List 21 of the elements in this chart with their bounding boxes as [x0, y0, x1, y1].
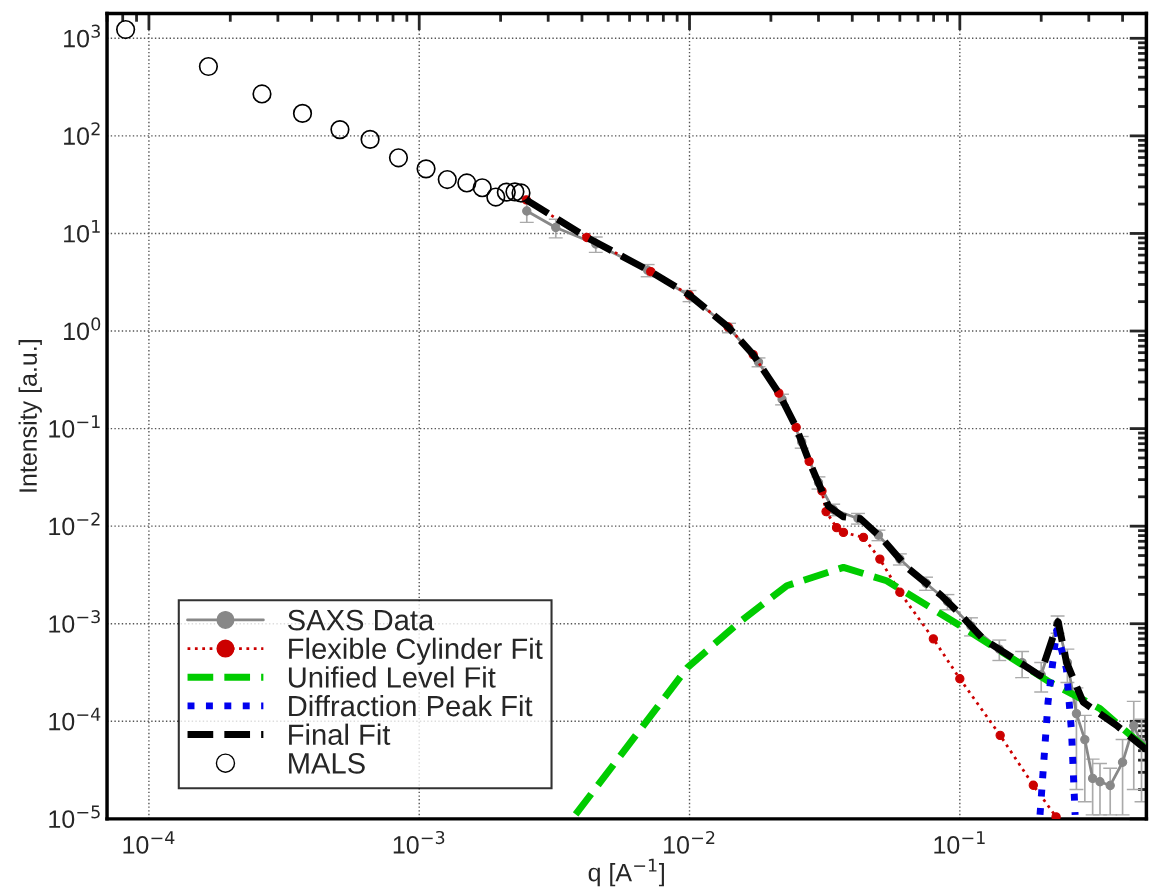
y-axis-title: Intensity [a.u.] [18, 340, 42, 492]
x-tick-label: 10$^{−2}$ [664, 830, 715, 854]
legend-label: MALS [289, 753, 365, 774]
y-tick-label: 10$^{−5}$ [49, 805, 100, 829]
legend-label: SAXS Data [288, 609, 435, 631]
x-axis-title: q [A$^{−1}$] [588, 858, 664, 887]
y-tick-label: 10$^{−4}$ [49, 707, 101, 731]
y-tick-label: 10$^{0}$ [64, 317, 101, 341]
y-tick-label: 10$^{−3}$ [49, 610, 100, 633]
legend-label: Final Fit [289, 723, 391, 746]
y-tick-label: 10$^{−1}$ [49, 415, 100, 438]
y-tick-label: 10$^{−2}$ [49, 512, 100, 536]
y-tick-label: 10$^{3}$ [64, 24, 100, 48]
legend-label: Flexible Cylinder Fit [289, 637, 543, 665]
x-tick-label: 10$^{−4}$ [123, 831, 175, 854]
y-tick-label: 10$^{2}$ [64, 122, 100, 145]
y-tick-label: 10$^{1}$ [64, 220, 100, 243]
legend-label: Diffraction Peak Fit [289, 694, 533, 717]
x-tick-label: 10$^{−3}$ [393, 830, 445, 854]
x-tick-label: 10$^{−1}$ [934, 831, 985, 854]
legend-label: Unified Level Fit [288, 666, 496, 688]
